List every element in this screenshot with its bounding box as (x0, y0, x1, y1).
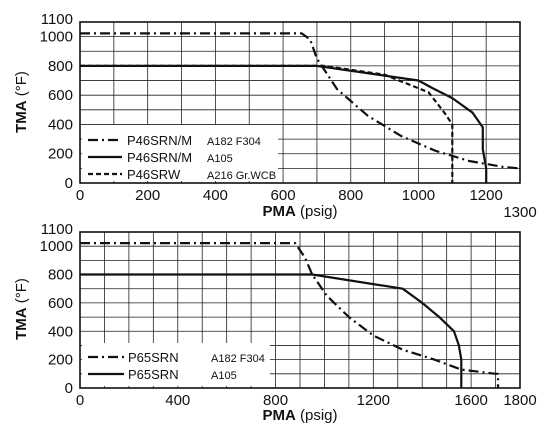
legend-spec: A182 F304 (211, 353, 265, 365)
y-tick-label: 400 (48, 116, 73, 133)
y-tick-label: 400 (48, 323, 73, 340)
x-tick-label: 400 (203, 187, 228, 204)
legend-label: P46SRW (127, 167, 181, 182)
legend-background (82, 125, 278, 181)
x-tick-label: 1300 (503, 204, 536, 221)
series-line (80, 64, 454, 183)
grid-lines (80, 232, 520, 388)
x-tick-label: 0 (76, 392, 84, 409)
legend-spec: A105 (211, 370, 237, 382)
series-line (80, 273, 463, 388)
x-tick-label: 400 (165, 392, 190, 409)
y-tick-label: 1100 (41, 11, 73, 28)
plot-frame (79, 231, 521, 389)
chart-panel: P65SRN A182 F304 P65SRN A105 0 200 400 600 800 10… (13, 221, 537, 424)
x-tick-label: 600 (271, 187, 296, 204)
y-axis-label-unit: (°F) (13, 71, 30, 100)
y-tick-label: 200 (48, 352, 73, 369)
series-line (80, 32, 521, 170)
y-tick-label: 1000 (40, 238, 73, 255)
x-tick-label: 1800 (503, 392, 536, 409)
x-tick-label: 1200 (357, 392, 390, 409)
x-axis-label-name: PMA (262, 407, 296, 424)
x-tick-label: 800 (263, 392, 288, 409)
y-tick-label: 600 (48, 295, 73, 312)
y-tick-label: 1000 (40, 29, 73, 46)
legend-spec: A216 Gr.WCB (207, 170, 276, 182)
x-axis-label-unit: (psig) (296, 203, 338, 220)
legend-label: P65SRN (128, 367, 179, 382)
y-tick-label: 0 (65, 380, 73, 397)
y-axis-label: TMA (°F) (13, 71, 30, 133)
y-tick-label: 200 (48, 146, 73, 163)
x-tick-label: 200 (135, 187, 160, 204)
series-line (80, 242, 500, 388)
legend-label: P65SRN (128, 350, 179, 365)
y-tick-label: 600 (48, 87, 73, 104)
chart-panel: P46SRN/M A182 F304 P46SRN/M A105 P46SRW A216 … (13, 11, 537, 221)
grid-lines (80, 22, 520, 183)
legend-spec: A182 F304 (207, 136, 261, 148)
y-axis-label-unit: (°F) (13, 278, 30, 307)
plot-frame (79, 21, 521, 184)
y-axis-label: TMA (°F) (13, 278, 30, 340)
y-tick-label: 800 (48, 267, 73, 284)
y-tick-label: 1100 (41, 221, 73, 238)
legend-label: P46SRN/M (127, 133, 192, 148)
y-tick-label: 800 (48, 58, 73, 75)
x-axis-label: PMA (psig) (262, 407, 337, 424)
y-tick-label: 0 (65, 175, 73, 192)
y-axis-label-name: TMA (13, 100, 30, 133)
legend-label: P46SRN/M (127, 150, 192, 165)
x-tick-label: 0 (76, 187, 84, 204)
legend-background (82, 343, 270, 386)
legend: P46SRN/M A182 F304 P46SRN/M A105 P46SRW A216 … (82, 125, 278, 182)
legend-spec: A105 (207, 153, 233, 165)
y-axis-label-name: TMA (13, 307, 30, 340)
x-tick-label: 1200 (469, 187, 502, 204)
x-tick-label: 1000 (402, 187, 435, 204)
x-axis-label-unit: (psig) (296, 407, 338, 424)
x-axis-label: PMA (psig) (262, 203, 337, 220)
x-tick-label: 800 (338, 187, 363, 204)
x-tick-label: 1600 (454, 392, 487, 409)
legend: P65SRN A182 F304 P65SRN A105 (82, 343, 270, 386)
x-axis-label-name: PMA (262, 203, 296, 220)
